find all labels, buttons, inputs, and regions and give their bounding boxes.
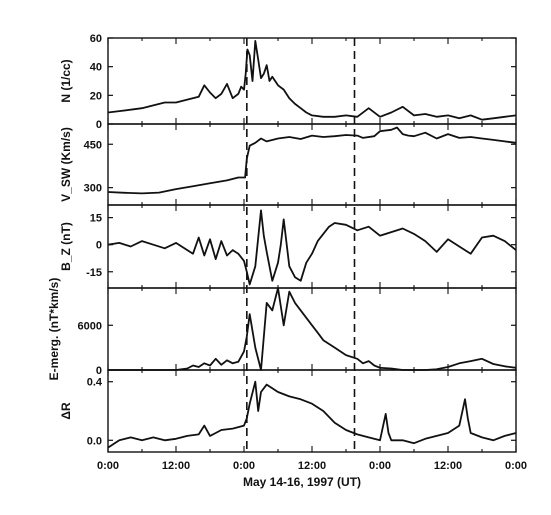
x-tick-label: 0:00 — [97, 460, 119, 472]
series-line — [107, 209, 517, 286]
y-tick-label: 0.4 — [87, 377, 103, 389]
x-tick-label: 0:00 — [233, 460, 255, 472]
y-tick-label: 300 — [84, 183, 102, 195]
y-tick-label: 0 — [96, 240, 102, 252]
y-tick-label: 0 — [96, 365, 102, 377]
series-line — [107, 126, 517, 195]
x-tick-label: 0:00 — [369, 460, 391, 472]
y-axis-label: B_Z (nT) — [59, 222, 73, 271]
y-tick-label: 15 — [90, 213, 102, 225]
y-axis-label: V_SW (Km/s) — [59, 127, 73, 202]
y-axis-label: N (1/cc) — [59, 59, 73, 102]
y-tick-label: 60 — [90, 33, 102, 45]
y-tick-label: 6000 — [78, 320, 102, 332]
series-line — [108, 287, 517, 371]
y-tick-label: -15 — [86, 267, 102, 279]
x-tick-label: 12:00 — [298, 460, 326, 472]
x-axis-title: May 14-16, 1997 (UT) — [243, 475, 361, 489]
panel-frame — [107, 37, 517, 125]
y-axis-label: E-merg. (nT*km/s) — [47, 278, 61, 381]
y-tick-label: 450 — [84, 139, 102, 151]
panel-frame — [107, 287, 517, 371]
x-tick-label: 12:00 — [434, 460, 462, 472]
y-tick-label: 20 — [90, 90, 102, 102]
x-tick-label: 12:00 — [162, 460, 190, 472]
y-axis-label: ΔR — [59, 402, 73, 420]
series-line — [107, 40, 517, 121]
y-tick-label: 40 — [90, 62, 102, 74]
y-tick-label: 0.0 — [87, 435, 102, 447]
x-tick-label: 0:00 — [505, 460, 527, 472]
y-tick-label: 0 — [96, 119, 102, 131]
series-line — [107, 380, 517, 449]
